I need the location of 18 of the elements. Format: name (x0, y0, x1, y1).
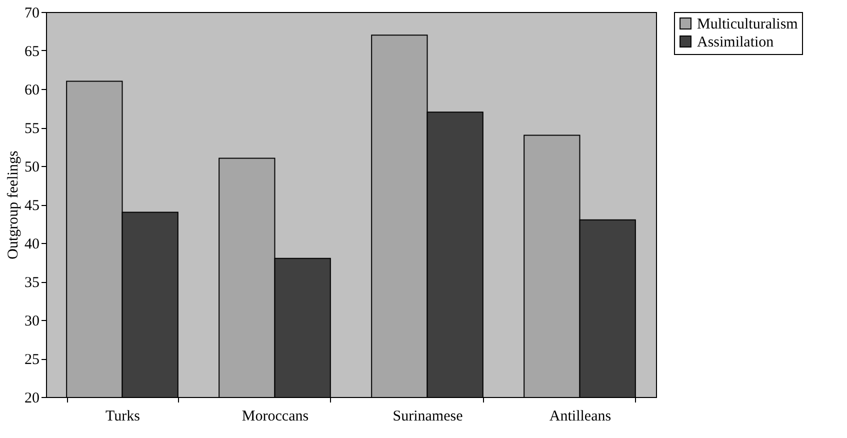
legend-label: Multiculturalism (697, 16, 798, 32)
y-tick-label: 70 (24, 6, 40, 22)
y-tick-label: 30 (24, 314, 40, 330)
y-tick-label: 55 (24, 121, 40, 137)
y-tick-label: 35 (24, 275, 40, 291)
y-tick-label: 50 (24, 160, 40, 176)
y-tick-label: 40 (24, 236, 40, 252)
y-tick-label: 25 (24, 352, 40, 368)
y-tick-label: 45 (24, 198, 40, 214)
legend-label: Assimilation (697, 34, 774, 50)
x-tick-label: Moroccans (242, 408, 309, 424)
y-tick-label: 20 (24, 390, 40, 406)
y-tick-label: 60 (24, 82, 40, 98)
x-tick-label: Surinamese (392, 408, 464, 424)
y-tick-label: 65 (24, 44, 40, 60)
x-tick-label: Turks (106, 408, 140, 424)
x-tick-label: Antilleans (549, 408, 612, 424)
y-axis-title: Outgroup feelings (6, 150, 22, 260)
